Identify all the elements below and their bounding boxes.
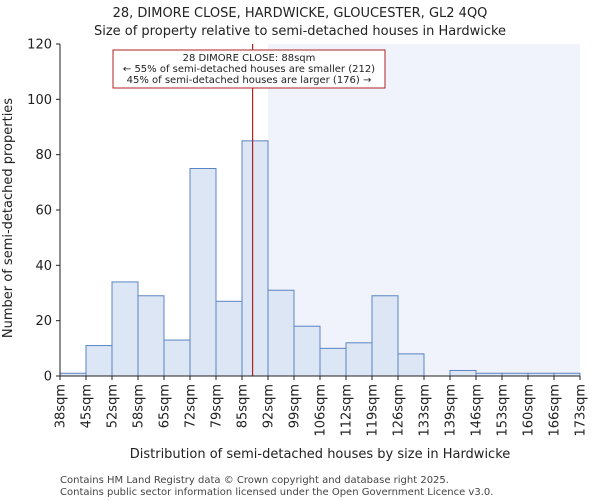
x-ticks-group: 38sqm 45sqm 52sqm 58sqm 65sqm 72sqm 79sqm 85sqm… bbox=[54, 376, 589, 437]
x-tick-label: 126sqm bbox=[392, 384, 407, 437]
x-tick-label: 160sqm bbox=[522, 384, 537, 437]
x-tick-label: 52sqm bbox=[106, 384, 121, 428]
chart-title: 28, DIMORE CLOSE, HARDWICKE, GLOUCESTER,… bbox=[113, 6, 488, 21]
bar-139sqm bbox=[449, 369, 477, 377]
x-tick-label: 85sqm bbox=[236, 384, 251, 428]
x-tick-label: 65sqm bbox=[158, 384, 173, 428]
y-ticks-group: 0 20 40 60 80 100 120 bbox=[27, 38, 60, 385]
x-tick-label: 72sqm bbox=[184, 384, 199, 428]
x-tick-label: 112sqm bbox=[340, 384, 355, 437]
bar-52sqm bbox=[111, 281, 139, 377]
bar-45sqm bbox=[85, 345, 113, 377]
y-tick-label: 100 bbox=[27, 93, 52, 108]
bar-79sqm bbox=[215, 300, 243, 377]
y-tick-label: 0 bbox=[44, 370, 52, 385]
y-tick-label: 40 bbox=[35, 259, 52, 274]
y-tick-label: 80 bbox=[35, 148, 52, 163]
y-tick-label: 120 bbox=[27, 38, 52, 53]
bar-72sqm bbox=[189, 168, 217, 377]
x-tick-label: 106sqm bbox=[314, 384, 329, 437]
chart-subtitle: Size of property relative to semi-detach… bbox=[94, 24, 506, 39]
x-tick-label: 173sqm bbox=[574, 384, 589, 437]
y-tick-label: 20 bbox=[35, 314, 52, 329]
x-tick-label: 153sqm bbox=[496, 384, 511, 437]
bar-65sqm bbox=[163, 339, 191, 377]
bar-126sqm bbox=[397, 353, 425, 377]
y-tick-label: 60 bbox=[35, 204, 52, 219]
bar-119sqm bbox=[371, 295, 399, 377]
y-axis-label: Number of semi-detached properties bbox=[1, 98, 16, 338]
bar-99sqm bbox=[293, 325, 321, 377]
x-tick-label: 139sqm bbox=[444, 384, 459, 437]
x-tick-label: 146sqm bbox=[470, 384, 485, 437]
x-tick-label: 119sqm bbox=[366, 384, 381, 437]
x-tick-label: 133sqm bbox=[418, 384, 433, 437]
x-tick-label: 38sqm bbox=[54, 384, 69, 428]
annotation-line-larger: 45% of semi-detached houses are larger (… bbox=[127, 75, 372, 86]
bar-92sqm bbox=[267, 289, 295, 377]
x-tick-label: 58sqm bbox=[132, 384, 147, 428]
annotation-box bbox=[112, 49, 386, 89]
annotation-line-smaller: ← 55% of semi-detached houses are smalle… bbox=[123, 64, 375, 75]
bar-58sqm bbox=[137, 295, 165, 377]
x-tick-label: 92sqm bbox=[262, 384, 277, 428]
x-tick-label: 45sqm bbox=[80, 384, 95, 428]
bar-85sqm bbox=[241, 140, 269, 377]
x-tick-label: 166sqm bbox=[548, 384, 563, 437]
bar-106sqm bbox=[319, 347, 347, 377]
x-tick-label: 79sqm bbox=[210, 384, 225, 428]
x-tick-label: 99sqm bbox=[288, 384, 303, 428]
bar-112sqm bbox=[345, 342, 373, 377]
bars-group bbox=[59, 140, 581, 377]
footer-line-1: Contains HM Land Registry data © Crown c… bbox=[60, 475, 449, 486]
annotation-line-title: 28 DIMORE CLOSE: 88sqm bbox=[183, 53, 316, 64]
x-axis-label: Distribution of semi-detached houses by … bbox=[130, 447, 511, 462]
larger-region-background bbox=[268, 44, 580, 376]
footer-line-2: Contains public sector information licen… bbox=[60, 487, 493, 498]
